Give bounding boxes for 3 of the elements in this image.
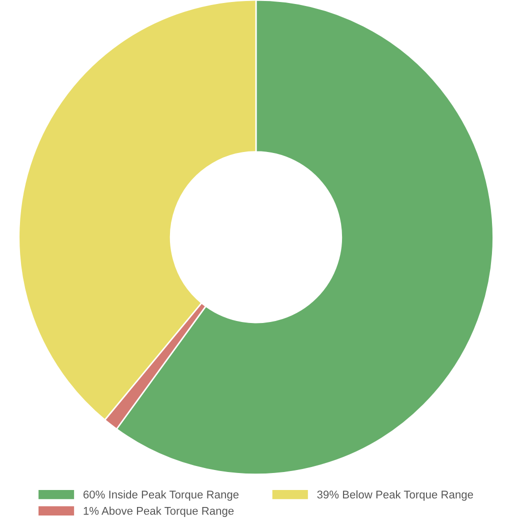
legend-label: 1% Above Peak Torque Range [84, 506, 234, 517]
legend-label: 39% Below Peak Torque Range [317, 490, 473, 501]
legend-label: 60% Inside Peak Torque Range [84, 490, 239, 501]
